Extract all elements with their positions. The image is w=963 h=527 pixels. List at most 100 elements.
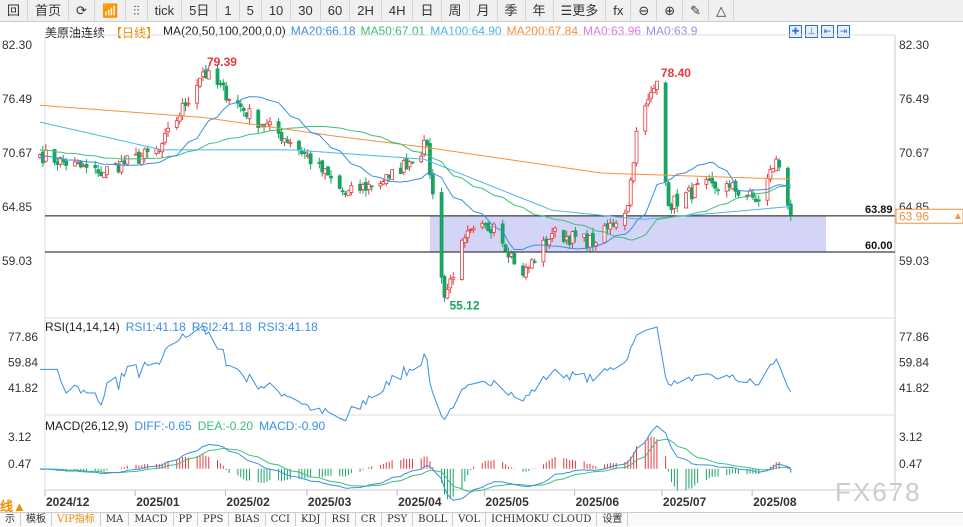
candle-body [329, 175, 333, 179]
ma50-line [39, 125, 791, 241]
candle-body [713, 181, 718, 189]
candle-body [238, 103, 243, 107]
candle-body [768, 169, 773, 180]
indicator-tab[interactable]: PPS [198, 513, 230, 526]
candle-body [625, 205, 630, 213]
indicator-tab[interactable]: CR [356, 513, 382, 526]
toolbar-button[interactable]: 月 [470, 0, 498, 22]
candle-body [215, 68, 220, 85]
indicator-tab[interactable]: MA [101, 513, 130, 526]
macd-tick-left: 0.47 [8, 457, 32, 471]
candle-body [704, 179, 709, 185]
candle-body [448, 278, 453, 289]
toolbar-button[interactable]: 日 [413, 0, 442, 22]
month-label: 2025/07 [663, 495, 707, 509]
candle-body [247, 108, 252, 120]
candle-body [460, 239, 464, 280]
toolbar-button[interactable]: ⟳ [69, 0, 95, 22]
toolbar-button[interactable]: 1 [217, 0, 240, 22]
toolbar-button[interactable]: ⫶⫶ [126, 0, 148, 22]
toolbar-button[interactable]: △ [709, 0, 735, 22]
toolbar-button[interactable]: ⊖ [631, 0, 658, 22]
candle-body [550, 233, 555, 239]
month-label: 2025/01 [136, 495, 180, 509]
indicator-tab[interactable]: RSI [326, 513, 356, 526]
toolbar-button[interactable]: 60 [321, 0, 351, 22]
indicator-tab[interactable]: 设置 [597, 513, 629, 526]
toolbar-button[interactable]: 季 [498, 0, 526, 22]
candle-body [777, 160, 782, 168]
candle-body [684, 192, 688, 209]
indicator-tab[interactable]: VOL [453, 513, 487, 526]
rsi1-value: RSI1:41.18 [125, 320, 186, 334]
candle-body [631, 162, 636, 182]
toolbar-button[interactable]: ✎ [683, 0, 710, 22]
candle-body [227, 99, 232, 101]
month-label: 2025/04 [398, 495, 442, 509]
high-label-jun: 78.40 [661, 66, 691, 80]
macd-legend: MACD(26,12,9) DIFF:-0.65 DEA:-0.20 MACD:… [45, 419, 325, 433]
candle-body [224, 85, 229, 101]
indicator-tab[interactable]: MACD [129, 513, 174, 526]
candle-body [285, 139, 290, 143]
toolbar-button[interactable]: 5 [240, 0, 262, 22]
price-tick-right: 59.03 [899, 254, 929, 268]
indicator-tab[interactable]: 示 [0, 513, 21, 526]
toolbar-button[interactable]: 📶 [95, 0, 127, 22]
candle-body [279, 131, 284, 141]
candle-body [503, 244, 508, 252]
toolbar-button[interactable]: 首页 [28, 0, 70, 22]
rsi3-value: RSI3:41.18 [257, 320, 318, 334]
rsi-tick-right: 77.86 [899, 330, 929, 344]
period-selector[interactable]: 【日线】 [110, 26, 159, 40]
toolbar-button[interactable]: 30 [291, 0, 321, 22]
candle-body [529, 259, 534, 269]
ma100-line [39, 121, 791, 220]
toolbar-button[interactable]: fx [606, 0, 632, 22]
toolbar-button[interactable]: 周 [442, 0, 470, 22]
candle-body [451, 276, 456, 280]
candle-body [492, 223, 496, 233]
toolbar-button[interactable]: 10 [262, 0, 292, 22]
current-price-tag [895, 208, 963, 224]
toolbar-button[interactable]: 年 [526, 0, 554, 22]
candle-body [425, 140, 429, 146]
toolbar-button[interactable]: tick [148, 0, 183, 22]
toolbar-button[interactable]: 5日 [182, 0, 218, 22]
candle-body [646, 99, 651, 105]
toolbar-button[interactable]: 4H [382, 0, 414, 22]
month-label: 2025/05 [485, 495, 529, 509]
toolbar-button[interactable]: ☰更多 [554, 0, 607, 22]
support-zone [429, 215, 826, 253]
rsi-tick-right: 41.82 [899, 381, 929, 395]
candle-body [241, 107, 246, 111]
indicator-tabs: 示模板 VIP指标 MA MACD PP PPS BIAS CCI KDJ RSI CR PSY BOL… [0, 512, 963, 526]
level-label: 63.89 [865, 204, 893, 216]
axis-toggle[interactable]: 线▲ [0, 499, 26, 514]
price-tick-left: 70.67 [2, 146, 32, 160]
candle-body [524, 267, 528, 278]
candle-body [710, 177, 715, 184]
toolbar-button[interactable]: 2H [350, 0, 382, 22]
indicator-tab[interactable]: KDJ [296, 513, 327, 526]
indicator-tab[interactable]: PSY [382, 513, 414, 526]
macd-tick-right: 0.47 [899, 457, 923, 471]
ma200-line [39, 104, 791, 180]
high-pointer [202, 67, 210, 73]
indicator-tab[interactable]: 模板 [21, 513, 52, 526]
candle-body [378, 183, 383, 187]
candle-body [716, 189, 720, 192]
indicator-tab[interactable]: VIP指标 [52, 513, 101, 526]
toolbar-button[interactable]: 回 [0, 0, 29, 22]
current-price-marker-icon: ▲ [953, 211, 963, 222]
indicator-tab[interactable]: BIAS [229, 513, 266, 526]
indicator-tab[interactable]: PP [174, 513, 198, 526]
toolbar-button[interactable]: ⊕ [657, 0, 684, 22]
indicator-tab[interactable]: BOLL [413, 513, 454, 526]
indicator-tab[interactable]: ICHIMOKU CLOUD [486, 513, 598, 526]
candle-body [186, 102, 191, 105]
indicator-tab[interactable]: CCI [266, 513, 296, 526]
candle-body [736, 190, 741, 196]
candle-body [177, 115, 182, 122]
